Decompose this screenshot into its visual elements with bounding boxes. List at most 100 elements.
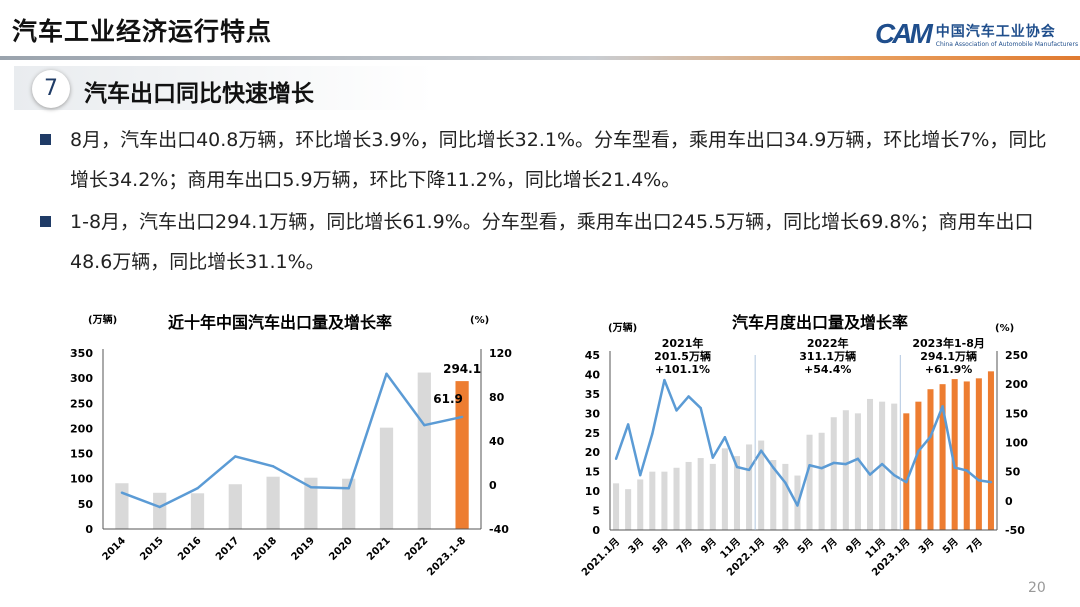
growth-point xyxy=(687,395,690,398)
growth-point xyxy=(663,378,666,382)
bar xyxy=(951,379,958,530)
x-tick-label: 3月 xyxy=(626,536,646,556)
annotation-line: +101.1% xyxy=(655,363,710,376)
growth-point xyxy=(868,473,872,476)
x-tick-label: 5月 xyxy=(795,536,815,556)
y2-tick-label: 50 xyxy=(1005,466,1021,479)
bar xyxy=(721,448,728,530)
growth-point xyxy=(893,473,896,477)
y2-tick-label: 200 xyxy=(1005,378,1028,391)
growth-point xyxy=(639,473,642,477)
x-tick-label: 2019 xyxy=(290,535,317,562)
bar xyxy=(613,483,620,530)
annotation-line: 2022年 xyxy=(807,336,849,350)
x-tick-label: 3月 xyxy=(916,536,936,556)
growth-point xyxy=(699,406,702,410)
y-tick-label: 35 xyxy=(585,388,600,401)
bar xyxy=(806,434,813,530)
y2-tick-label: 0 xyxy=(489,479,497,492)
y2-tick-label: 250 xyxy=(1005,349,1028,362)
bullet-item: 8月，汽车出口40.8万辆，环比增长3.9%，同比增长32.1%。分车型看，乘用… xyxy=(40,120,1050,200)
bar xyxy=(842,410,849,530)
growth-point xyxy=(905,480,908,484)
logo-cn: 中国汽车工业协会 xyxy=(935,23,1056,40)
x-tick-label: 7月 xyxy=(819,536,839,556)
y-tick-label: 0 xyxy=(85,523,93,536)
annotation-line: +61.9% xyxy=(925,363,972,376)
y2-tick-label: -50 xyxy=(1005,524,1025,537)
y-tick-label: 150 xyxy=(70,448,93,461)
y-tick-label: 10 xyxy=(585,485,601,498)
y2-axis-unit: (%) xyxy=(995,323,1014,334)
growth-point xyxy=(856,457,860,461)
y2-axis-unit: (%) xyxy=(470,315,489,326)
bar xyxy=(625,489,632,530)
bar xyxy=(673,467,680,530)
growth-point xyxy=(614,457,618,461)
growth-point xyxy=(385,372,388,375)
growth-point xyxy=(820,466,823,470)
y2-tick-label: -40 xyxy=(489,523,509,536)
growth-point xyxy=(651,432,654,435)
x-tick-label: 2016 xyxy=(176,535,203,562)
growth-point xyxy=(784,481,787,484)
bar xyxy=(637,479,644,530)
growth-line xyxy=(121,372,463,509)
x-tick-label: 2017 xyxy=(214,535,241,562)
y-tick-label: 40 xyxy=(585,368,601,381)
bullet-square-icon xyxy=(40,134,51,145)
bar xyxy=(975,378,982,530)
header-divider xyxy=(0,56,1080,60)
bar xyxy=(830,417,837,530)
y-tick-label: 100 xyxy=(70,473,93,486)
growth-point xyxy=(977,479,981,482)
growth-point xyxy=(347,487,350,490)
bar xyxy=(697,458,704,530)
section-title: 汽车出口同比快速增长 xyxy=(84,81,314,107)
growth-point xyxy=(917,450,920,453)
bar xyxy=(818,432,825,530)
y2-tick-label: 80 xyxy=(489,391,505,404)
chart-title: 汽车月度出口量及增长率 xyxy=(732,313,908,332)
section-number: 7 xyxy=(32,70,70,108)
y-tick-label: 20 xyxy=(585,446,601,459)
growth-point xyxy=(626,423,630,426)
bar xyxy=(190,493,205,529)
x-tick-label: 2018 xyxy=(252,535,279,562)
bar xyxy=(939,384,946,530)
growth-point xyxy=(929,435,932,438)
bar xyxy=(746,444,753,530)
y2-tick-label: 40 xyxy=(489,435,505,448)
bullet-square-icon xyxy=(40,216,51,227)
bar xyxy=(228,484,242,529)
growth-point xyxy=(953,466,956,469)
growth-point xyxy=(675,409,678,412)
chart-title: 近十年中国汽车出口量及增长率 xyxy=(168,313,392,332)
x-tick-label: 3月 xyxy=(771,536,791,556)
data-label-growth: 61.9 xyxy=(433,392,463,406)
growth-point xyxy=(735,465,739,469)
x-tick-label: 2020 xyxy=(327,535,354,562)
annotation-line: 201.5万辆 xyxy=(654,349,711,363)
slide-header-title: 汽车工业经济运行特点 xyxy=(12,17,273,46)
bar xyxy=(866,398,874,530)
x-tick-label: 2022 xyxy=(403,535,430,562)
growth-point xyxy=(880,462,884,466)
y-tick-label: 30 xyxy=(585,407,601,420)
x-tick-label: 5月 xyxy=(940,536,960,556)
x-tick-label: 2014 xyxy=(101,535,128,562)
growth-point xyxy=(808,464,811,467)
y-tick-label: 50 xyxy=(78,498,94,511)
bar xyxy=(709,463,716,530)
bullet-item: 1-8月，汽车出口294.1万辆，同比增长61.9%。分车型看，乘用车出口245… xyxy=(40,202,1050,282)
y2-tick-label: 150 xyxy=(1005,407,1028,420)
x-tick-label: 2021.1月 xyxy=(579,536,622,579)
bar xyxy=(661,471,668,530)
logo-mark: CAM xyxy=(875,18,933,49)
y-axis-unit: (万辆) xyxy=(88,313,117,326)
chart-annual-exports: 近十年中国汽车出口量及增长率 (万辆) (%) 0 50 100 150 200 250 300 3… xyxy=(70,313,512,578)
bar xyxy=(782,463,789,530)
bar xyxy=(987,371,994,530)
bar xyxy=(342,478,356,529)
logo-en: China Association of Automobile Manufact… xyxy=(935,40,1079,48)
